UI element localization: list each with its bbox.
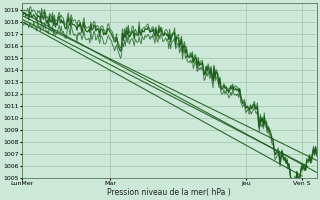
X-axis label: Pression niveau de la mer( hPa ): Pression niveau de la mer( hPa )	[107, 188, 231, 197]
